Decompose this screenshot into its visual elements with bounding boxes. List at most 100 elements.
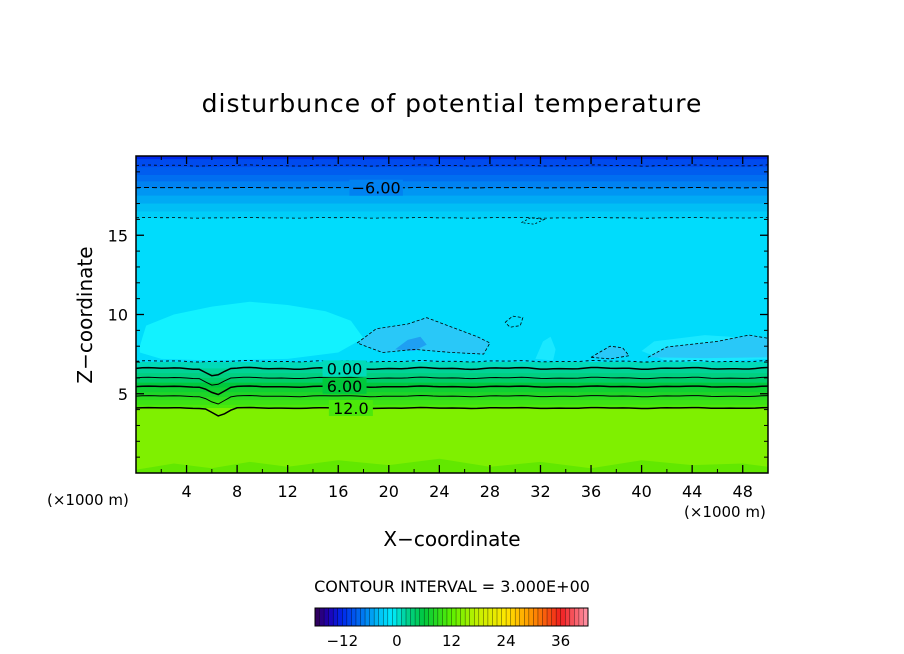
colorbar-tick-label: 36: [551, 632, 570, 650]
colorbar-swatch: [406, 608, 411, 626]
contour-label: 12.0: [333, 399, 369, 418]
colorbar-frame: [314, 607, 589, 627]
contour-line: [356, 317, 491, 355]
dark-patch: [395, 336, 427, 351]
y-unit-label: (×1000 m): [47, 491, 129, 509]
field-layer: [136, 373, 768, 379]
colorbar-swatch: [506, 608, 511, 626]
colorbar-swatch: [456, 608, 461, 626]
colorbar-swatch: [487, 608, 493, 626]
field-layer: [136, 396, 768, 401]
y-tick-label: 5: [118, 385, 128, 404]
field-layer: [136, 211, 768, 219]
colorbar-swatch: [369, 608, 375, 626]
contour-line: [136, 394, 768, 405]
x-tick-label: 44: [682, 482, 702, 501]
field-layer: [136, 400, 768, 406]
colorbar-swatch: [483, 608, 489, 626]
colorbar-swatch: [519, 608, 525, 626]
contour-label-bg: [328, 400, 373, 417]
light-patch: [139, 301, 364, 361]
x-tick-label: 24: [429, 482, 449, 501]
light-patch: [535, 336, 556, 361]
colorbar-swatch: [583, 608, 589, 626]
colorbar-swatch: [396, 608, 402, 626]
colorbar-swatch: [401, 608, 407, 626]
colorbar-swatch: [433, 608, 439, 626]
x-tick-label: 16: [328, 482, 348, 501]
colorbar-swatch: [565, 608, 571, 626]
colorbar-tick-label: 12: [442, 632, 461, 650]
colorbar-swatch: [392, 608, 398, 626]
contour-label: 0.00: [327, 359, 363, 378]
x-tick-label: 12: [278, 482, 298, 501]
x-axis-ticks: 4 8 12 16 20 24 28 32 36 40 44 48: [160, 156, 753, 501]
colorbar-swatch: [446, 608, 452, 626]
colorbar-swatch: [537, 608, 543, 626]
y-axis-label: Z−coordinate: [73, 246, 97, 383]
dark-patch: [647, 335, 768, 359]
dark-patch: [357, 317, 490, 355]
colorbar-swatch: [437, 608, 443, 626]
colorbar-swatch: [510, 608, 516, 626]
colorbar-swatch: [383, 608, 389, 626]
colorbar-swatch: [569, 608, 575, 626]
colorbar-tick-label: 0: [392, 632, 402, 650]
field-layer: [136, 382, 768, 389]
x-tick-label: 40: [631, 482, 651, 501]
colorbar-swatch: [424, 608, 430, 626]
x-tick-label: 36: [581, 482, 601, 501]
colorbar-swatch: [533, 608, 539, 626]
colorbar-swatch: [556, 608, 561, 626]
colorbar-swatch: [428, 608, 434, 626]
colorbar-tick-label: −12: [326, 632, 358, 650]
colorbar-swatch: [374, 608, 379, 626]
x-tick-label: 20: [379, 482, 399, 501]
colorbar-swatch: [474, 608, 480, 626]
colorbar-swatch: [328, 608, 334, 626]
field-blobs: [136, 301, 768, 473]
colorbar-swatch: [442, 608, 448, 626]
contour-label-bg: [349, 179, 403, 196]
colorbar-swatch: [547, 608, 552, 626]
field-layer: [136, 159, 768, 168]
field-layer: [136, 167, 768, 176]
colorbar-swatch: [478, 608, 484, 626]
contour-line: [590, 345, 630, 360]
chart-title: disturbunce of potential temperature: [202, 89, 703, 118]
colorbar-swatch: [501, 608, 507, 626]
colorbar-swatch: [542, 608, 548, 626]
colorbar-swatch: [528, 608, 534, 626]
colorbar-swatch: [497, 608, 502, 626]
field-layer: [136, 156, 768, 160]
contour-label-bg: [322, 360, 367, 377]
x-axis-label: X−coordinate: [383, 527, 520, 551]
contour-line: [136, 366, 768, 377]
colorbar-swatch: [578, 608, 584, 626]
field-layer: [136, 377, 768, 384]
field-layer: [136, 181, 768, 189]
field-layer: [136, 203, 768, 213]
contour-label: 6.00: [327, 377, 363, 396]
field-layer: [136, 368, 768, 374]
field-layer: [136, 387, 768, 393]
colorbar-swatch: [387, 608, 393, 626]
colorbar-swatch: [465, 608, 470, 626]
x-tick-label: 8: [232, 482, 242, 501]
x-tick-label: 32: [530, 482, 550, 501]
colorbar-swatch: [492, 608, 498, 626]
contour-lines: [136, 164, 768, 417]
colorbar-swatch: [351, 608, 357, 626]
contour-line: [647, 334, 768, 358]
colorbar-swatch: [410, 608, 416, 626]
colorbar-swatch: [315, 608, 320, 626]
colorbar-swatch: [415, 608, 420, 626]
colorbar-swatch: [365, 608, 370, 626]
field-layer: [136, 404, 768, 409]
field-layer: [136, 187, 768, 197]
colorbar-swatch: [460, 608, 466, 626]
y-tick-label: 15: [108, 226, 128, 245]
colorbar: [314, 608, 589, 626]
colorbar-swatch: [451, 608, 457, 626]
low-patch: [136, 458, 768, 473]
